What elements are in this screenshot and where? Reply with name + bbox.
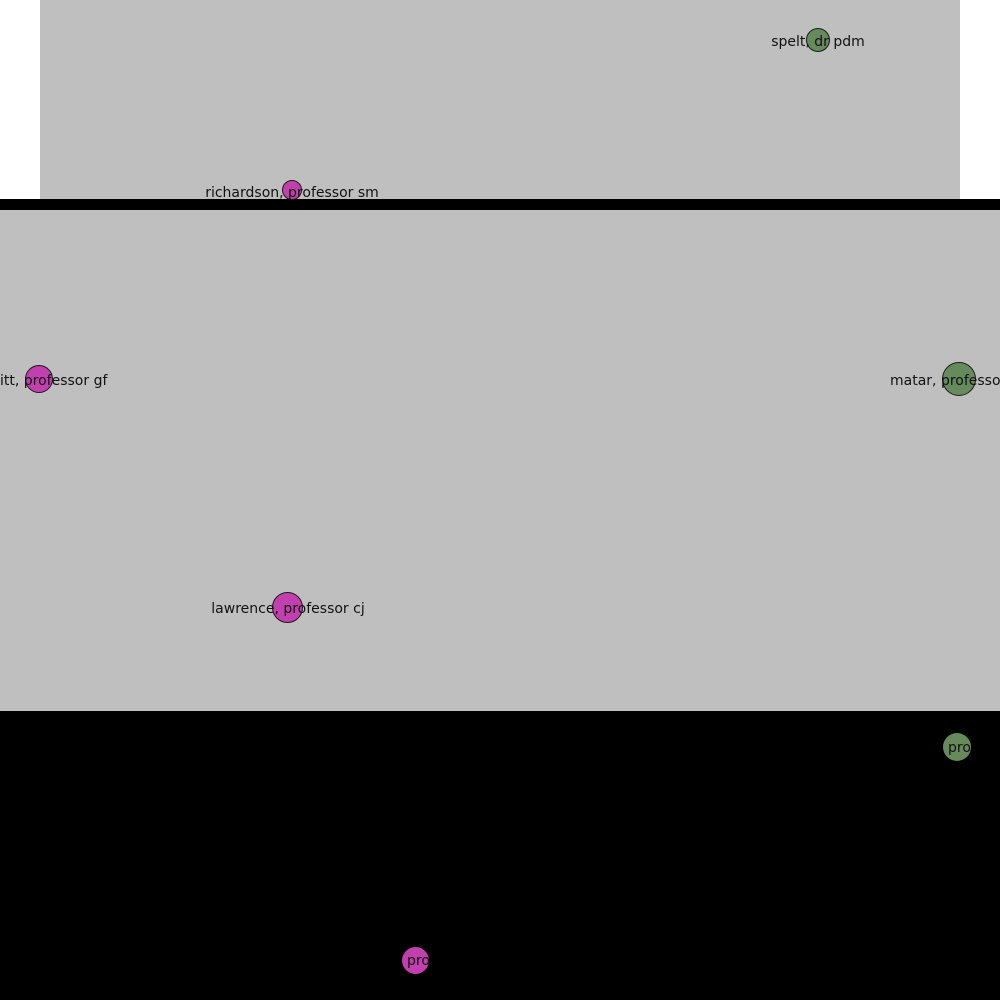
label-lawrence: lawrence, professor cj <box>211 601 365 617</box>
label-pro-magenta: pro <box>407 953 430 969</box>
node-matar[interactable] <box>942 362 976 396</box>
label-spelt: spelt, dr pdm <box>771 34 865 50</box>
node-richardson[interactable] <box>282 180 302 200</box>
divider-band <box>0 199 1000 210</box>
label-pro-green: pro <box>948 740 971 756</box>
node-pro-green[interactable] <box>943 733 971 761</box>
label-richardson: richardson, professor sm <box>205 185 379 201</box>
node-spelt[interactable] <box>806 28 830 52</box>
bottom-panel <box>0 711 1000 1000</box>
node-lawrence[interactable] <box>272 592 303 623</box>
node-pitt[interactable] <box>25 365 53 393</box>
label-matar: matar, professo <box>890 373 1000 389</box>
label-pitt: itt, professor gf <box>0 373 108 389</box>
node-pro-magenta[interactable] <box>402 947 429 974</box>
middle-panel <box>0 210 1000 711</box>
